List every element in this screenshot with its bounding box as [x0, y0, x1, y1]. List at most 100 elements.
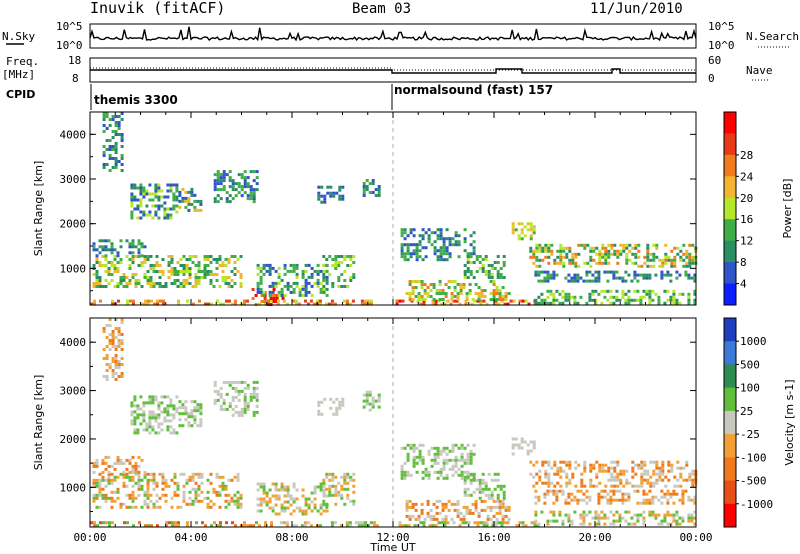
cell [300, 524, 304, 528]
cell [496, 496, 500, 500]
cell [197, 475, 201, 479]
cell [268, 293, 272, 297]
cell [146, 279, 150, 282]
cell [110, 251, 114, 255]
cell [157, 413, 161, 417]
cell [181, 412, 185, 416]
cell [151, 398, 155, 402]
x-axis-label: Time UT [369, 541, 415, 554]
cell [433, 452, 437, 456]
cell [317, 409, 321, 413]
cell [444, 514, 448, 518]
cell [328, 478, 332, 482]
cell [558, 513, 562, 517]
cell [669, 513, 673, 517]
cell [268, 506, 272, 510]
cell [648, 489, 652, 493]
cell [187, 421, 191, 425]
cell [457, 446, 461, 450]
cell [161, 487, 165, 491]
cell [338, 400, 342, 404]
cell [154, 431, 158, 435]
cell [133, 195, 137, 199]
cell [633, 489, 637, 493]
cell [179, 258, 183, 261]
cell [585, 270, 589, 274]
cell [601, 466, 605, 470]
cell [371, 402, 375, 406]
cell [243, 407, 247, 411]
cell [331, 478, 335, 482]
cell [326, 185, 330, 189]
cell [541, 481, 545, 485]
cell [252, 410, 256, 414]
cell [154, 183, 158, 187]
cell [136, 413, 140, 417]
cell [535, 481, 539, 485]
cell [149, 276, 153, 279]
cell [466, 267, 470, 270]
cell [360, 299, 364, 303]
cell [583, 484, 587, 488]
cell [377, 188, 381, 191]
cell [228, 383, 232, 387]
cell [690, 513, 694, 517]
cell [369, 521, 373, 525]
cell [444, 502, 448, 506]
cell [155, 481, 159, 485]
cell [184, 412, 188, 416]
cell [301, 275, 305, 279]
cell [102, 145, 106, 148]
cell [417, 292, 421, 295]
cell [256, 284, 260, 288]
cell [666, 489, 670, 493]
cell [564, 498, 568, 502]
cell [672, 501, 676, 505]
cell [432, 517, 436, 521]
cell [230, 478, 234, 482]
cell [348, 302, 352, 306]
cell [316, 278, 320, 282]
cell [438, 511, 442, 515]
cell [474, 283, 478, 286]
cell [445, 258, 449, 262]
cell [197, 270, 201, 273]
cell [610, 466, 614, 470]
cell [538, 264, 542, 268]
cell [409, 255, 413, 259]
cell [191, 475, 195, 479]
cell [166, 404, 170, 408]
cell [534, 510, 538, 514]
cell [643, 472, 647, 476]
cell [283, 266, 287, 270]
nsearch-label: N.Search [746, 30, 799, 43]
cell [173, 490, 177, 494]
cell [456, 298, 460, 301]
cell [555, 498, 559, 502]
cell [140, 261, 144, 264]
cell [412, 443, 416, 447]
cell [613, 460, 617, 464]
cell [131, 467, 135, 471]
cell [604, 252, 608, 256]
cell [187, 202, 191, 206]
cell [646, 252, 650, 256]
cell [249, 395, 253, 399]
cell [582, 522, 586, 526]
cell [139, 407, 143, 411]
cell [463, 237, 467, 241]
cell [330, 299, 334, 303]
cell [328, 472, 332, 476]
cell [598, 261, 602, 265]
cell [444, 517, 448, 521]
freq-trace [90, 68, 696, 74]
cell [155, 505, 159, 509]
nsky-right-tick-top: 10^5 [708, 20, 735, 33]
cell [337, 279, 341, 282]
cell [469, 461, 473, 465]
cell [447, 508, 451, 512]
cell [101, 493, 105, 497]
cell [660, 273, 664, 277]
cell [582, 279, 586, 283]
cell [246, 182, 250, 186]
